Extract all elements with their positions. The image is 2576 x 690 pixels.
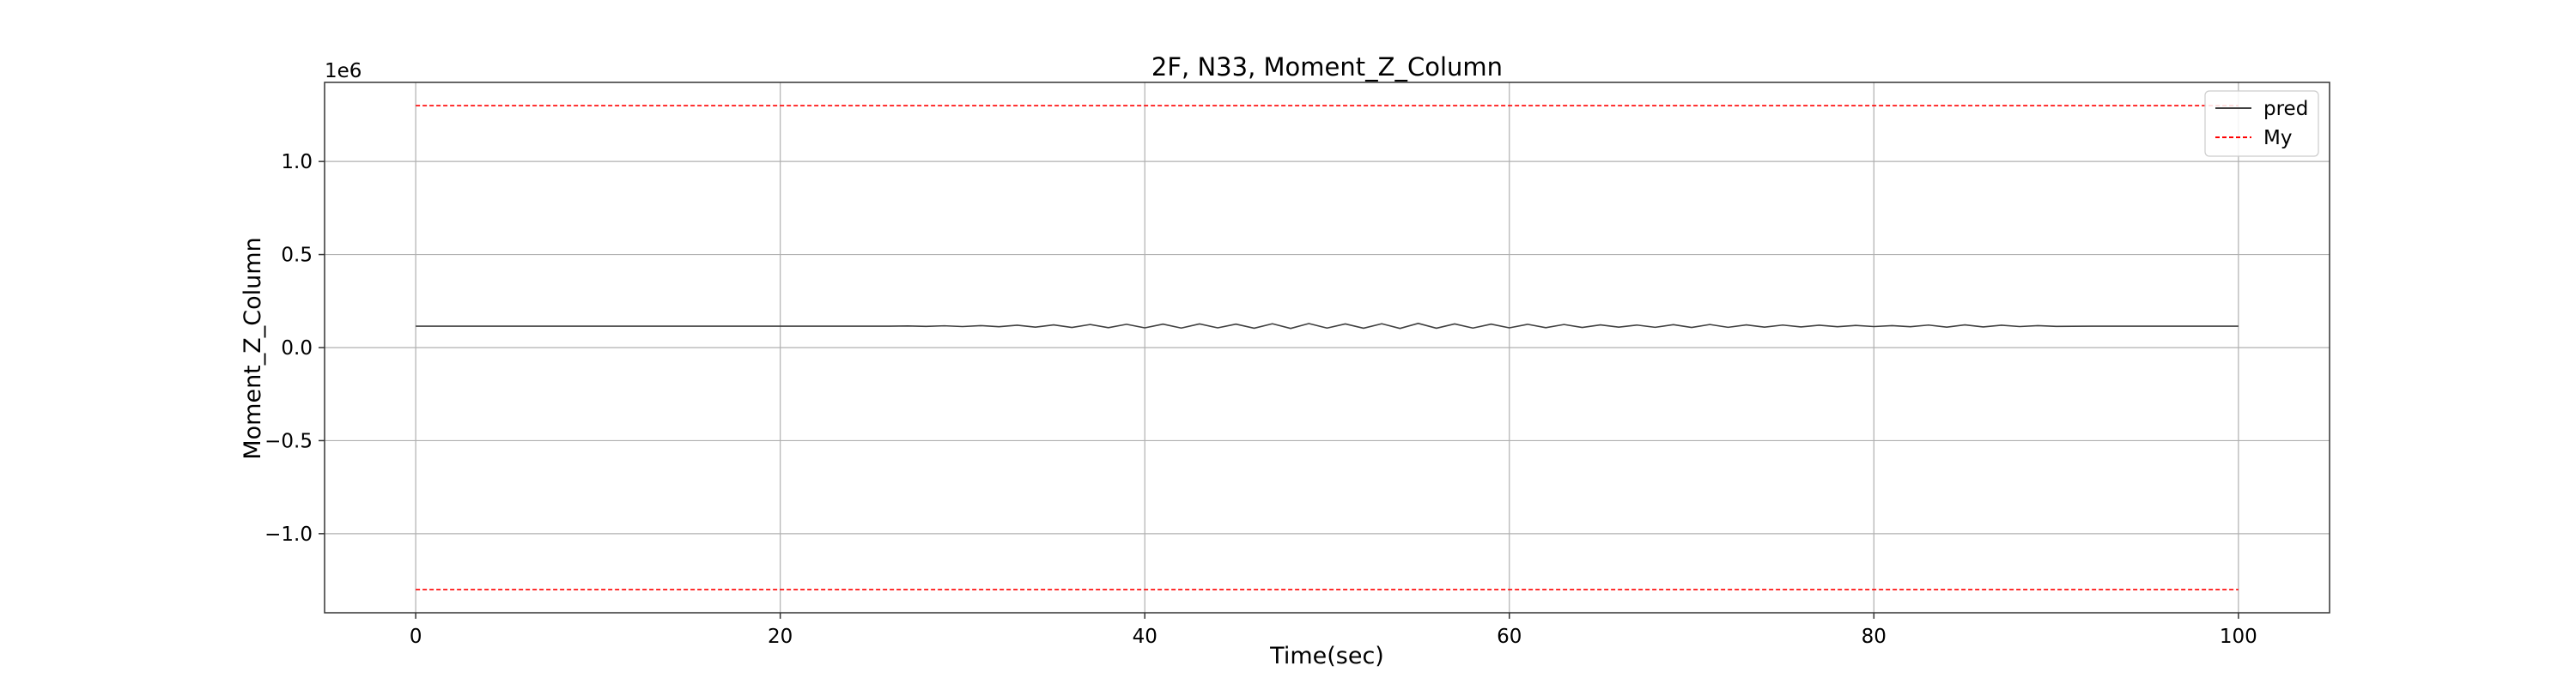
y-tick-label: −0.5 xyxy=(264,430,313,452)
chart-title: 2F, N33, Moment_Z_Column xyxy=(1151,52,1503,82)
x-tick-label: 60 xyxy=(1497,626,1522,648)
y-axis-label: Moment_Z_Column xyxy=(240,237,266,459)
x-tick-label: 0 xyxy=(410,626,422,648)
x-tick-label: 80 xyxy=(1862,626,1886,648)
x-axis-label: Time(sec) xyxy=(1269,643,1384,669)
legend: pred My xyxy=(2204,90,2319,157)
y-offset-label: 1e6 xyxy=(325,60,361,82)
series-line-pred xyxy=(416,323,2239,330)
grid-lines xyxy=(325,82,2330,613)
x-axis-ticks: 0 20 40 60 80 100 xyxy=(410,613,2257,648)
y-tick-label: −1.0 xyxy=(264,524,313,546)
y-tick-label: 0.5 xyxy=(281,245,313,267)
legend-label-my: My xyxy=(2263,127,2292,149)
legend-label-pred: pred xyxy=(2263,98,2308,120)
y-tick-label: 1.0 xyxy=(281,151,313,173)
y-tick-label: 0.0 xyxy=(281,337,313,360)
y-axis-ticks: −1.0 −0.5 0.0 0.5 1.0 xyxy=(264,151,325,546)
x-tick-label: 40 xyxy=(1133,626,1157,648)
x-tick-label: 20 xyxy=(768,626,793,648)
x-tick-label: 100 xyxy=(2220,626,2257,648)
series-layer xyxy=(416,105,2239,590)
